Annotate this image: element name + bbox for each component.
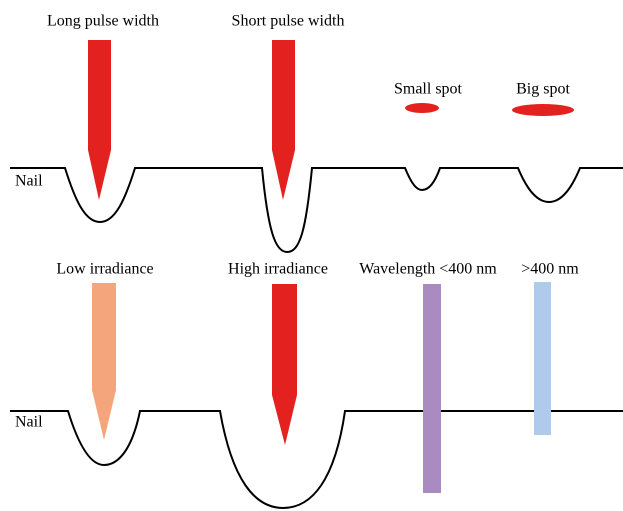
diagram: Long pulse width Short pulse width Small… — [0, 0, 623, 511]
low-irradiance-beam — [92, 283, 116, 440]
label: Long pulse width — [47, 13, 159, 30]
short-pulse-beam — [272, 40, 295, 200]
small-spot — [405, 103, 439, 113]
long-pulse-beam — [88, 40, 111, 200]
short-wavelength-beam — [423, 284, 441, 493]
label: Wavelength <400 nm — [359, 261, 497, 278]
label: Nail — [15, 173, 43, 190]
label: Nail — [15, 414, 43, 431]
long-wavelength-beam — [534, 282, 551, 435]
label: >400 nm — [521, 261, 579, 278]
high-irradiance-beam — [272, 284, 297, 445]
label: Big spot — [516, 81, 570, 98]
label: Short pulse width — [232, 13, 345, 30]
label: Small spot — [394, 81, 463, 98]
big-spot — [512, 104, 574, 116]
label: Low irradiance — [56, 261, 153, 278]
label: High irradiance — [228, 261, 328, 278]
